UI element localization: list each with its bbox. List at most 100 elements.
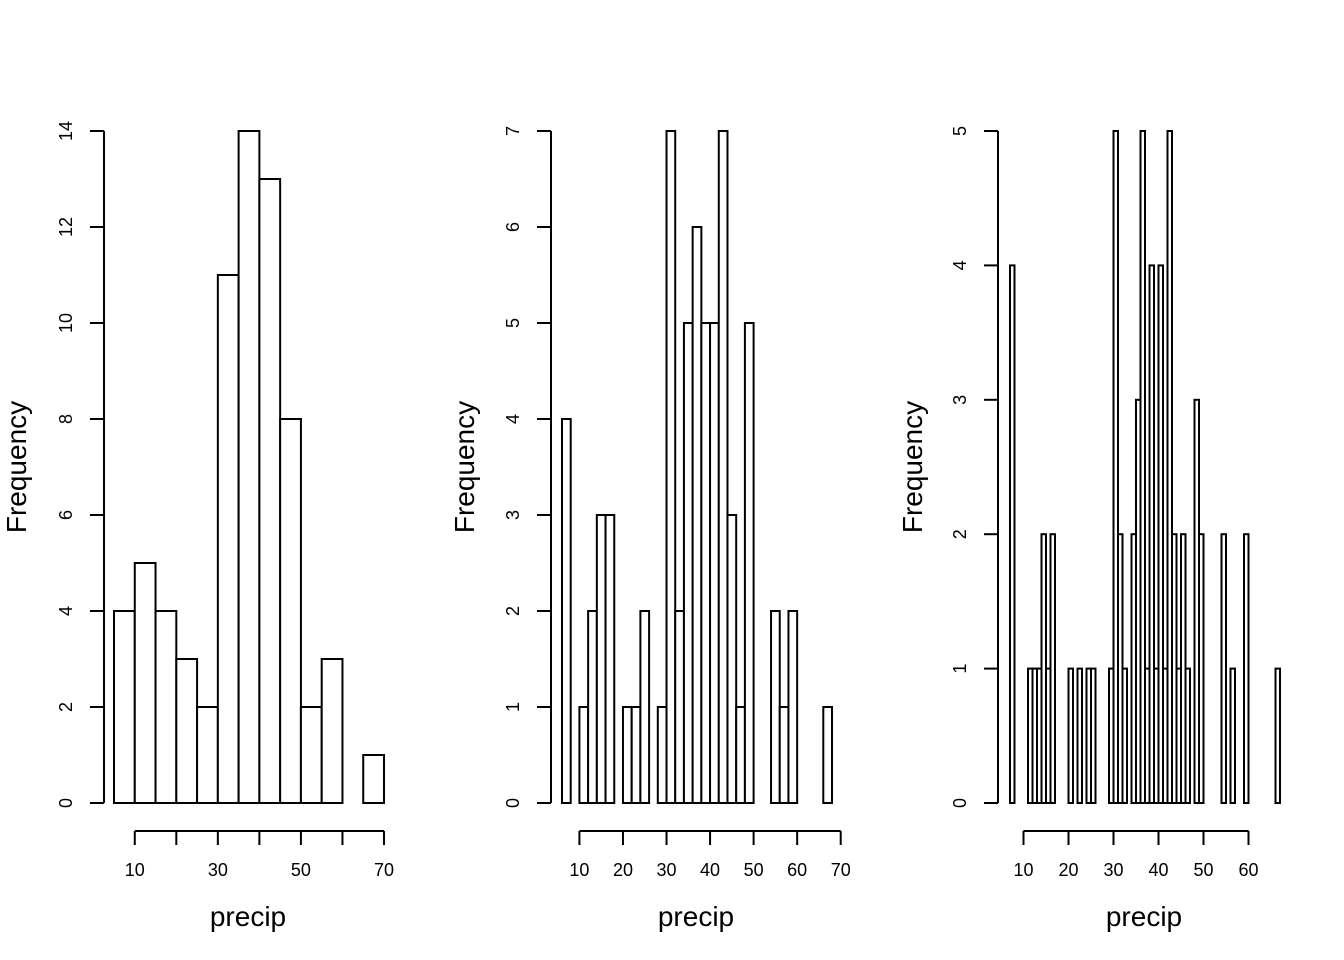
histogram-bar [1274,667,1281,804]
x-tick-label: 50 [1193,860,1213,880]
histogram-bar [1166,130,1173,804]
x-tick-label: 20 [613,860,633,880]
histogram-bar [700,322,712,804]
y-tick-label: 12 [56,217,76,237]
x-tick-label: 50 [744,860,764,880]
y-tick-label: 6 [56,510,76,520]
histogram-bar [587,610,598,804]
histogram-bar [362,754,386,804]
y-tick-label: 10 [56,313,76,333]
histogram-bar [1090,667,1097,804]
y-axis-title: Frequency [1,401,32,533]
x-axis-title: precip [1106,901,1182,932]
x-tick-label: 10 [125,860,145,880]
histogram-bar [1184,667,1191,804]
histogram-bar [175,658,199,804]
histogram-bar [1229,667,1236,804]
x-axis-title: precip [658,901,734,932]
histogram-bar [717,130,729,804]
y-axis-title: Frequency [897,401,928,533]
y-tick-label: 5 [503,318,523,328]
histogram-bar [320,658,344,804]
histogram-bar [1121,667,1128,804]
y-tick-label: 0 [56,798,76,808]
y-tick-label: 4 [950,260,970,270]
histogram-panel-3: 0 1 2 3 4 5 10 20 30 40 50 60 precip Frequency [897,126,1281,932]
histogram-panel-1: 0 2 4 6 8 10 12 14 10 30 50 70 precip Frequency [1,121,394,932]
histogram-bar [1009,264,1016,804]
histogram-bar [1148,264,1155,804]
x-tick-label: 30 [1103,860,1123,880]
histogram-bar [1076,667,1083,804]
y-tick-label: 7 [503,126,523,136]
histogram-bar [787,610,799,804]
histogram-bar [656,706,668,804]
x-tick-label: 10 [1013,860,1033,880]
x-tick-label: 30 [657,860,677,880]
y-tick-label: 0 [950,798,970,808]
y-tick-label: 2 [56,702,76,712]
histogram-bar [279,418,302,804]
histogram-bar [561,418,572,804]
histogram-bar [1157,264,1164,804]
histogram-bar [691,226,703,804]
histogram-bar [299,706,323,804]
y-tick-label: 0 [503,798,523,808]
histogram-bar [726,514,738,804]
histogram-bar [1112,130,1119,804]
histogram-bar [1198,533,1205,804]
histogram-bar [682,322,694,804]
y-tick-label: 1 [950,664,970,674]
y-tick-label: 4 [56,606,76,616]
y-tick-label: 1 [503,702,523,712]
histogram-bar [674,610,685,804]
histogram-bar [1067,667,1074,804]
y-tick-label: 2 [503,606,523,616]
histogram-bar [709,322,720,804]
histogram-bar [639,610,651,804]
x-tick-label: 60 [1238,860,1258,880]
histogram-bar [113,610,136,804]
x-tick-label: 70 [831,860,851,880]
x-tick-label: 40 [1148,860,1168,880]
histogram-bar [743,322,755,804]
y-tick-label: 4 [503,414,523,424]
x-tick-label: 50 [291,860,311,880]
histogram-bar [665,130,677,804]
histogram-bar [196,706,219,804]
x-tick-label: 70 [374,860,394,880]
histogram-bar [630,706,642,804]
histogram-bar [1139,130,1146,804]
histogram-bar [778,706,790,804]
y-tick-label: 2 [950,529,970,539]
histogram-bar [822,706,834,804]
x-axis-title: precip [210,901,286,932]
histogram-bar [621,706,633,804]
y-tick-label: 6 [503,222,523,232]
histogram-bar [578,706,590,804]
histogram-bar [258,178,282,804]
histogram-bar [604,514,616,804]
histogram-bar [237,130,261,804]
histogram-bar [1049,533,1056,804]
x-tick-label: 30 [208,860,228,880]
histogram-panel-2: 0 1 2 3 4 5 6 7 10 20 30 40 50 60 70 precip Frequency [449,126,851,932]
histogram-bar [216,274,240,804]
y-tick-label: 14 [56,121,76,141]
histogram-bar [133,562,157,804]
y-tick-label: 3 [503,510,523,520]
histogram-bar [735,706,746,804]
y-tick-label: 5 [950,126,970,136]
histogram-bar [1220,533,1227,804]
x-tick-label: 10 [569,860,589,880]
histogram-bar [770,610,781,804]
y-axis-title: Frequency [449,401,480,533]
x-tick-label: 60 [787,860,807,880]
x-tick-label: 20 [1058,860,1078,880]
histogram-bar [595,514,607,804]
histogram-bar [1243,533,1250,804]
x-tick-label: 40 [700,860,720,880]
y-tick-label: 3 [950,395,970,405]
histogram-bar [154,610,178,804]
